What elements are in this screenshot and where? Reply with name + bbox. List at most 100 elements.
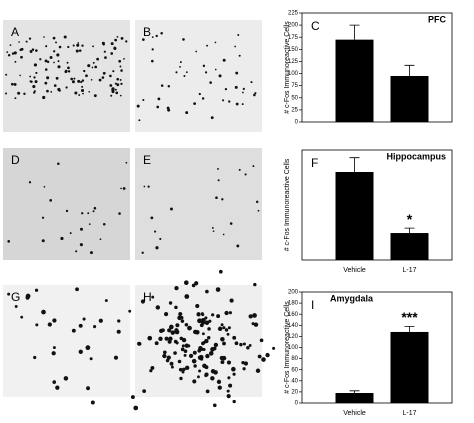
panel-label: B — [143, 25, 151, 39]
cell-dot — [113, 46, 116, 49]
cell-dot — [89, 251, 93, 255]
cell-dot — [118, 212, 121, 215]
cell-dot — [119, 94, 122, 97]
cell-dot — [162, 350, 167, 355]
bar — [390, 233, 429, 260]
cell-dot — [116, 329, 121, 334]
cell-dot — [208, 319, 212, 323]
cell-dot — [6, 51, 9, 53]
panel-label: A — [11, 25, 19, 39]
cell-dot — [120, 82, 123, 86]
cell-dot — [234, 45, 236, 48]
cell-dot — [92, 210, 95, 213]
cell-dot — [204, 372, 209, 377]
plot-frame — [301, 291, 453, 404]
y-tick-label: 225 — [288, 11, 299, 17]
cell-dot — [79, 243, 83, 247]
x-tick-label: L-17 — [402, 410, 416, 417]
cell-dot — [194, 330, 200, 335]
cell-dot — [117, 319, 121, 323]
plot-frame — [301, 149, 453, 261]
cell-dot — [53, 50, 56, 53]
cell-dot — [259, 338, 264, 343]
cell-dot — [96, 57, 100, 61]
cell-dot — [204, 365, 209, 370]
cell-dot — [167, 328, 172, 333]
cell-dot — [216, 379, 222, 385]
cell-dot — [85, 345, 91, 351]
panel-label: I — [311, 298, 314, 312]
cell-dot — [174, 286, 179, 291]
cell-dot — [120, 187, 122, 190]
bar — [335, 172, 374, 260]
cell-dot — [31, 48, 35, 51]
cell-dot — [224, 88, 228, 91]
cell-dot — [81, 212, 84, 215]
cell-dot — [52, 346, 56, 349]
cell-dot — [253, 282, 257, 287]
cell-dot — [192, 350, 197, 355]
panel-label: D — [11, 153, 20, 167]
cell-dot — [169, 207, 173, 211]
cell-dot — [92, 45, 94, 48]
cell-dot — [52, 36, 56, 40]
y-axis-label: # c-Fos Immunoreactive Cells — [284, 158, 291, 251]
error-bar — [404, 64, 415, 76]
cell-dot — [179, 65, 181, 68]
cell-dot — [222, 341, 226, 346]
cell-dot — [244, 173, 247, 176]
chart-title: PFC — [428, 14, 447, 24]
y-tick-label: 80 — [291, 356, 298, 362]
cell-dot — [125, 161, 128, 164]
cell-dot — [25, 40, 28, 43]
y-tick-label: 75 — [291, 83, 298, 89]
cell-dot — [46, 89, 49, 93]
cell-dot — [13, 82, 17, 86]
cell-dot — [180, 347, 185, 352]
panel-label: E — [143, 153, 151, 167]
cell-dot — [33, 63, 38, 67]
cell-dot — [29, 80, 32, 83]
cell-dot — [184, 343, 190, 348]
cell-dot — [150, 365, 155, 370]
cell-dot — [98, 78, 102, 82]
cell-dot — [116, 83, 120, 87]
cell-dot — [104, 299, 108, 303]
cell-dot — [174, 328, 179, 333]
cell-dot — [101, 76, 105, 79]
cell-dot — [209, 81, 212, 84]
cell-dot — [255, 200, 259, 204]
cell-dot — [228, 383, 233, 388]
cell-dot — [147, 185, 150, 188]
cell-dot — [111, 42, 114, 45]
cell-dot — [242, 87, 245, 91]
cell-dot — [208, 351, 214, 356]
cell-dot — [158, 336, 163, 342]
cell-dot — [168, 301, 173, 305]
cell-dot — [29, 50, 33, 53]
cell-dot — [204, 338, 209, 344]
cell-dot — [231, 366, 236, 372]
y-tick-label: 200 — [288, 290, 299, 296]
cell-dot — [109, 74, 112, 78]
cell-dot — [77, 79, 81, 83]
cell-dot — [228, 311, 232, 315]
cell-dot — [238, 168, 241, 171]
cell-dot — [53, 84, 57, 87]
cell-dot — [237, 34, 240, 36]
cell-dot — [65, 209, 69, 213]
y-tick-label: 25 — [291, 107, 298, 113]
cell-dot — [179, 336, 184, 341]
cell-dot — [71, 80, 75, 84]
cell-dot — [101, 41, 105, 45]
cell-dot — [252, 313, 257, 318]
x-tick-label: Vehicle — [343, 410, 366, 417]
cell-dot — [205, 353, 210, 359]
cell-dot — [43, 185, 46, 188]
cell-dot — [210, 116, 214, 120]
cell-dot — [86, 386, 90, 391]
cell-dot — [200, 317, 206, 323]
cell-dot — [81, 85, 84, 88]
cell-dot — [122, 187, 126, 190]
y-tick-label: 175 — [288, 35, 299, 41]
